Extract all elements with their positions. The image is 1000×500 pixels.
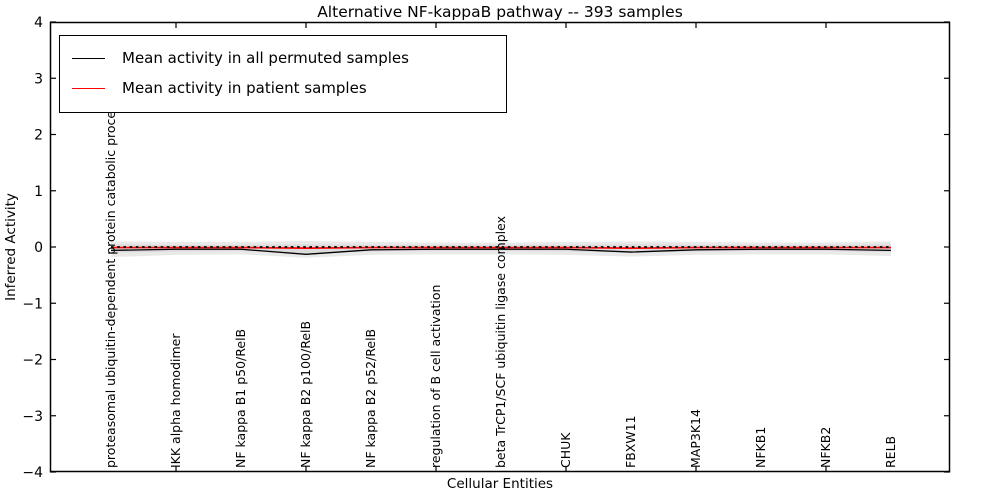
x-category-label: RELB	[883, 436, 898, 468]
chart-title: Alternative NF-kappaB pathway -- 393 sam…	[317, 3, 683, 21]
x-category-label: regulation of B cell activation	[428, 285, 443, 468]
y-tick-label: 4	[34, 15, 43, 31]
y-tick-label: 1	[34, 184, 43, 200]
x-category-label: FBXW11	[623, 415, 638, 468]
x-category-label: proteasomal ubiquitin-dependent protein …	[103, 98, 118, 468]
legend-line-sample-black	[72, 57, 105, 59]
x-category-label: NF kappa B2 p52/RelB	[363, 329, 378, 468]
y-tick-label: −2	[22, 353, 43, 369]
x-category-label: CHUK	[558, 432, 573, 468]
y-tick-label: −3	[22, 409, 43, 425]
x-category-label: NF kappa B2 p100/RelB	[298, 321, 313, 468]
y-tick-label: 2	[34, 128, 43, 144]
x-category-label: IKK alpha homodimer	[168, 333, 183, 468]
x-axis-label: Cellular Entities	[446, 476, 554, 492]
legend-line-sample-red	[72, 87, 105, 89]
y-tick-label: 3	[34, 71, 43, 87]
x-category-label: MAP3K14	[688, 409, 703, 468]
y-tick-label: −4	[22, 465, 43, 481]
legend-item-patient: Mean activity in patient samples	[72, 73, 506, 103]
legend-label: Mean activity in all permuted samples	[122, 49, 409, 67]
series-line-patient	[111, 246, 891, 249]
y-tick-label: −1	[22, 296, 43, 312]
series-line-permuted	[110, 248, 892, 255]
y-tick-label: 0	[34, 240, 43, 256]
x-category-label: beta TrCP1/SCF ubiquitin ligase complex	[493, 216, 508, 468]
legend-label: Mean activity in patient samples	[122, 79, 367, 97]
legend: Mean activity in all permuted samples Me…	[59, 35, 507, 113]
x-category-label: NFKB2	[818, 427, 833, 468]
legend-item-permuted: Mean activity in all permuted samples	[72, 43, 506, 73]
x-category-label: NF kappa B1 p50/RelB	[233, 329, 248, 468]
y-axis-label: Inferred Activity	[3, 193, 19, 301]
x-category-label: NFKB1	[753, 427, 768, 468]
